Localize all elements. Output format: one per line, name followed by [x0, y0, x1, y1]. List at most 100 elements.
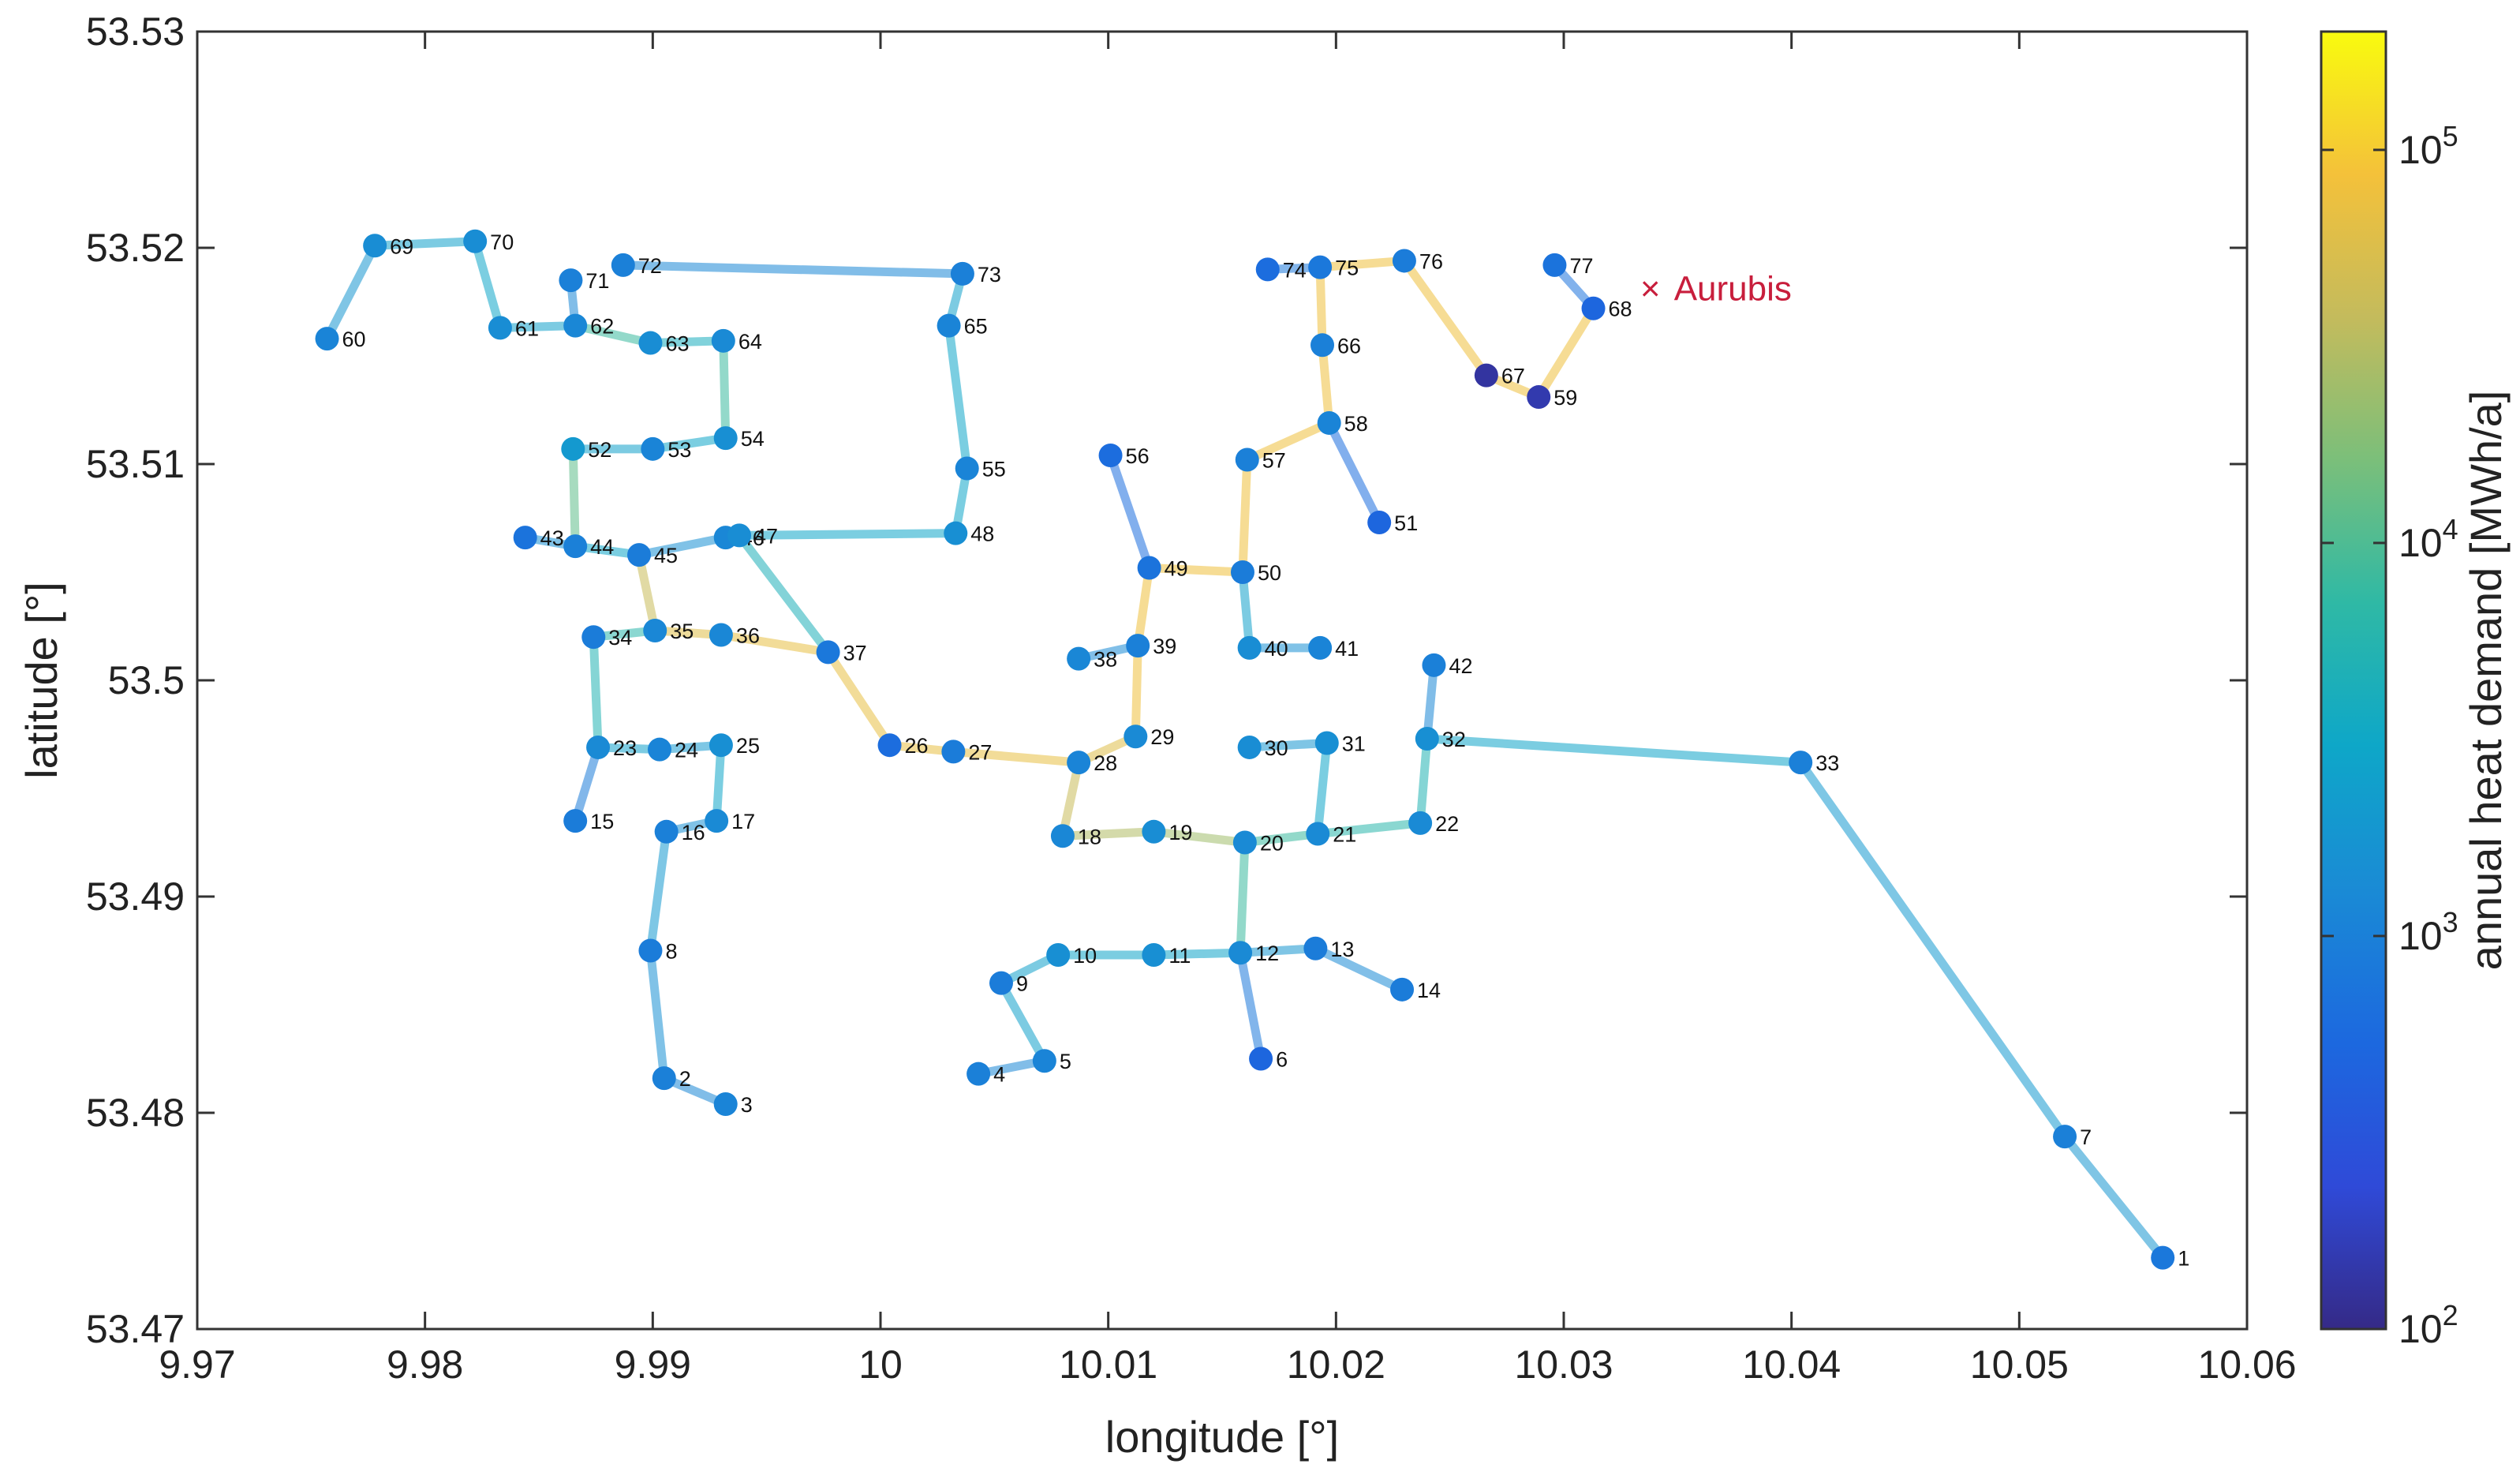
pipe-edge-58-66: [1318, 340, 1334, 428]
node-5: [1032, 1049, 1056, 1073]
pipe-edge-22-32: [1415, 734, 1432, 828]
node-label-12: 12: [1255, 942, 1279, 965]
colorbar-tick-label: 105: [2398, 120, 2458, 172]
node-36: [709, 623, 733, 647]
node-74: [1255, 257, 1280, 282]
node-71: [559, 268, 583, 293]
node-1: [2151, 1245, 2175, 1270]
node-label-4: 4: [993, 1063, 1005, 1087]
pipe-edge-21-22: [1313, 818, 1425, 839]
pipe-edge-39-49: [1133, 564, 1154, 650]
node-label-61: 61: [515, 316, 539, 340]
node-label-64: 64: [738, 330, 762, 354]
node-label-7: 7: [2080, 1125, 2092, 1149]
node-38: [1067, 646, 1091, 671]
aurubis-label: Aurubis: [1674, 270, 1792, 309]
pipe-edge-45-46: [634, 533, 731, 560]
node-70: [463, 229, 488, 253]
network-edges: [323, 237, 2167, 1263]
node-label-41: 41: [1335, 637, 1359, 661]
node-34: [581, 625, 606, 650]
node-label-74: 74: [1283, 258, 1307, 282]
pipe-edge-20-21: [1240, 829, 1322, 847]
node-label-5: 5: [1060, 1050, 1071, 1073]
pipe-edge-73-72: [619, 260, 967, 279]
pipe-edge-49-50: [1145, 564, 1247, 577]
node-48: [944, 521, 968, 545]
node-label-66: 66: [1337, 334, 1361, 358]
pipe-edge-69-60: [323, 241, 379, 343]
node-label-18: 18: [1078, 825, 1101, 848]
node-63: [638, 331, 663, 355]
node-label-29: 29: [1150, 725, 1174, 749]
node-65: [937, 313, 961, 338]
pipe-edge-1-7: [2060, 1132, 2167, 1263]
node-label-69: 69: [390, 234, 413, 258]
node-label-31: 31: [1342, 732, 1366, 755]
node-label-51: 51: [1394, 511, 1418, 535]
node-54: [713, 426, 738, 451]
node-label-24: 24: [675, 739, 698, 762]
node-label-14: 14: [1417, 979, 1441, 1002]
pipe-edge-12-13: [1236, 944, 1320, 957]
axes-box: [196, 30, 2249, 1331]
pipe-edge-57-58: [1243, 418, 1334, 465]
y-axis-label: latitude [°]: [17, 582, 66, 779]
node-43: [513, 526, 537, 550]
node-label-25: 25: [736, 734, 760, 758]
node-label-67: 67: [1501, 365, 1525, 388]
node-76: [1392, 249, 1416, 273]
node-label-34: 34: [608, 626, 632, 650]
colorbar-ticks: 102 103 104 105: [2321, 120, 2458, 1351]
aurubis-marker: ×: [1640, 270, 1661, 309]
pipe-edge-19-20: [1149, 827, 1250, 847]
y-tick-label: 53.47: [86, 1307, 185, 1351]
node-13: [1303, 936, 1328, 960]
pipe-edge-75-76: [1315, 256, 1409, 272]
node-7: [2053, 1125, 2077, 1149]
node-30: [1237, 735, 1262, 759]
node-14: [1390, 977, 1415, 1002]
node-60: [315, 327, 339, 351]
pipe-edge-29-39: [1131, 641, 1142, 741]
x-tick-label: 10.01: [1059, 1342, 1157, 1387]
node-label-63: 63: [665, 332, 689, 356]
node-59: [1527, 385, 1551, 410]
y-axis-ticks: 53.47 53.48 53.49 53.5 53.51 53.52 53.53: [86, 9, 2247, 1351]
pipe-edge-31-30: [1245, 738, 1332, 752]
pipe-edge-21-31: [1313, 738, 1332, 839]
node-label-2: 2: [679, 1067, 691, 1091]
node-label-65: 65: [964, 315, 988, 339]
node-10: [1046, 942, 1071, 967]
node-24: [647, 737, 671, 762]
node-18: [1050, 824, 1075, 848]
pipe-edge-37-26: [824, 647, 895, 750]
node-label-59: 59: [1554, 386, 1577, 410]
pipe-edge-63-62: [570, 321, 655, 348]
y-tick-label: 53.49: [86, 874, 185, 919]
pipe-edge-37-47: [735, 530, 833, 657]
node-label-26: 26: [905, 734, 929, 758]
node-8: [638, 938, 663, 963]
colorbar-tick-label: 102: [2398, 1299, 2458, 1351]
node-label-57: 57: [1262, 449, 1286, 473]
pipe-edge-28-18: [1058, 758, 1083, 841]
node-45: [627, 543, 652, 567]
node-75: [1308, 255, 1333, 279]
node-51: [1367, 510, 1392, 534]
pipe-edge-35-45: [634, 550, 660, 635]
node-label-75: 75: [1335, 256, 1359, 280]
x-tick-label: 9.97: [159, 1342, 235, 1387]
y-tick-label: 53.48: [86, 1091, 185, 1135]
x-tick-label: 10.05: [1970, 1342, 2069, 1387]
node-31: [1314, 731, 1339, 755]
pipe-edge-7-33: [1796, 758, 2069, 1141]
pipe-edge-62-61: [495, 321, 580, 332]
pipe-edge-18-19: [1058, 827, 1158, 841]
y-tick-label: 53.53: [86, 9, 185, 54]
node-label-1: 1: [2178, 1247, 2189, 1271]
node-11: [1142, 942, 1166, 967]
node-39: [1126, 634, 1150, 658]
node-label-30: 30: [1265, 736, 1288, 760]
